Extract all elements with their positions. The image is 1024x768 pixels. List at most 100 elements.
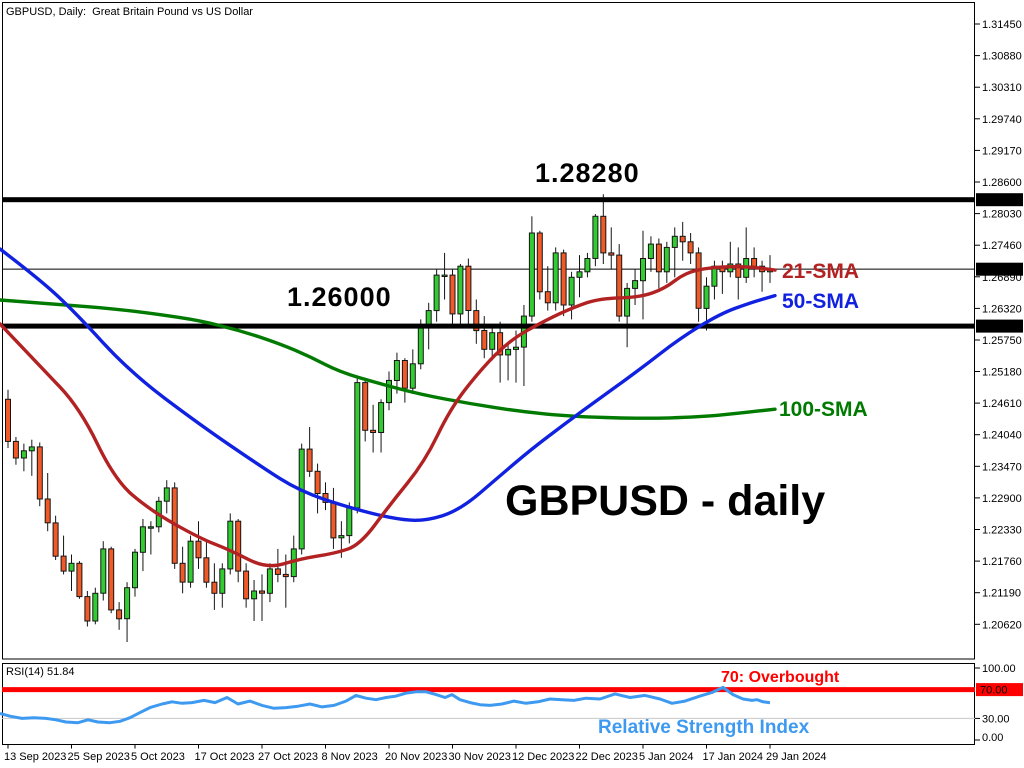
- candle-body: [338, 535, 345, 539]
- rsi-axis-tick-label: 0.00: [982, 732, 1003, 744]
- x-axis-tick-label: 27 Oct 2023: [258, 751, 318, 763]
- y-axis-tick-label: 1.21190: [982, 588, 1021, 600]
- candle-body: [687, 241, 694, 254]
- candle-body: [489, 332, 496, 350]
- x-axis-tick-label: 5 Jan 2024: [639, 751, 693, 763]
- candle-body: [116, 609, 123, 620]
- rsi-overbought-tag-box: [976, 683, 1023, 697]
- sma21-label: 21-SMA: [782, 260, 860, 283]
- candle-body: [243, 570, 250, 600]
- candle-body: [12, 440, 19, 459]
- y-axis-tick-label: 1.24040: [982, 430, 1022, 442]
- resistance-price-tag-box: [976, 193, 1023, 207]
- y-axis-tick-label: 1.28600: [982, 177, 1022, 189]
- candle-body: [560, 252, 567, 306]
- candle-body: [330, 501, 337, 539]
- candle-body: [584, 258, 591, 273]
- y-axis-tick-label: 1.28030: [982, 209, 1022, 221]
- resistance-price-tag-text: 1.28280: [980, 195, 1020, 207]
- candle-body: [449, 274, 456, 315]
- chart-title: GBPUSD, Daily: Great Britain Pound vs US…: [6, 6, 253, 18]
- current-price-tag-box: [976, 262, 1023, 276]
- candle-body: [20, 450, 27, 459]
- candle-body: [211, 581, 218, 594]
- candle-body: [671, 235, 678, 248]
- x-axis-tick-label: 20 Nov 2023: [385, 751, 447, 763]
- x-axis-tick-label: 12 Dec 2023: [512, 751, 574, 763]
- candle-body: [409, 363, 416, 389]
- candle-body: [655, 243, 662, 273]
- candle-body: [44, 498, 51, 524]
- candle-body: [425, 310, 432, 326]
- candle-body: [695, 252, 702, 309]
- y-axis-tick-label: 1.25180: [982, 367, 1022, 379]
- y-axis-tick-label: 1.21760: [982, 556, 1022, 568]
- current-price-tag-text: 1.27027: [980, 264, 1020, 276]
- y-axis-tick-label: 1.25750: [982, 335, 1022, 347]
- candle-body: [378, 402, 385, 434]
- rsi-axis-tick-label: 100.00: [982, 663, 1016, 675]
- candle-body: [505, 348, 512, 356]
- candle-body: [235, 520, 242, 572]
- candle-body: [147, 526, 154, 529]
- candle-body: [441, 274, 448, 278]
- candle-body: [417, 324, 424, 365]
- resistance-price-annotation: 1.28280: [535, 158, 640, 188]
- y-axis-tick-label: 1.26320: [982, 303, 1022, 315]
- candle-body: [36, 446, 43, 500]
- x-axis-tick-label: 29 Jan 2024: [766, 751, 827, 763]
- candle-body: [259, 590, 265, 594]
- rsi-line: [0, 685, 771, 725]
- candle-body: [251, 590, 258, 600]
- candle-body: [624, 287, 631, 317]
- candle-body: [179, 562, 186, 583]
- 21-sma-line: [0, 264, 777, 568]
- candle-body: [187, 540, 194, 583]
- candle-body: [100, 548, 107, 594]
- candle-body: [568, 276, 575, 306]
- candle-body: [600, 215, 607, 254]
- candle-body: [735, 263, 742, 278]
- candle-body: [751, 258, 758, 267]
- x-axis-tick-label: 5 Oct 2023: [131, 751, 185, 763]
- candle-body: [5, 398, 11, 442]
- rsi-indicator-value: RSI(14) 51.84: [6, 666, 75, 678]
- y-axis-tick-label: 1.23470: [982, 461, 1022, 473]
- candle-body: [139, 526, 146, 553]
- candle-body: [108, 548, 115, 611]
- candle-body: [552, 252, 559, 304]
- candle-body: [647, 243, 654, 260]
- y-axis-tick-label: 1.31450: [982, 19, 1022, 31]
- 100-sma-line: [0, 298, 777, 420]
- candle-body: [640, 258, 646, 282]
- candle-body: [457, 265, 464, 315]
- x-axis-tick-label: 17 Jan 2024: [703, 751, 764, 763]
- watermark-label: GBPUSD - daily: [505, 477, 826, 525]
- candle-body: [314, 470, 321, 494]
- candle-body: [68, 562, 75, 572]
- rsi-overbought-tag-text: 70.00: [980, 685, 1008, 697]
- candle-body: [346, 507, 353, 537]
- candle-body: [92, 592, 99, 622]
- candle-body: [52, 522, 59, 557]
- support-line: [2, 323, 975, 329]
- support-price-annotation: 1.26000: [287, 282, 392, 312]
- candle-body: [663, 246, 670, 273]
- candle-body: [544, 291, 551, 304]
- candle-body: [274, 568, 281, 575]
- rsi-axis-tick-label: 30.00: [982, 713, 1010, 725]
- candle-body: [703, 285, 710, 309]
- candle-body: [433, 274, 440, 312]
- x-axis-tick-label: 25 Sep 2023: [68, 751, 130, 763]
- x-axis-tick-label: 17 Oct 2023: [195, 751, 255, 763]
- candle-body: [219, 568, 226, 594]
- candle-body: [513, 346, 519, 350]
- y-axis-tick-label: 1.22330: [982, 525, 1022, 537]
- sma100-label: 100-SMA: [779, 398, 868, 421]
- candle-body: [163, 487, 170, 502]
- candle-body: [386, 379, 392, 404]
- x-axis-tick-label: 8 Nov 2023: [322, 751, 378, 763]
- candle-body: [481, 330, 488, 350]
- candle-body: [227, 520, 234, 570]
